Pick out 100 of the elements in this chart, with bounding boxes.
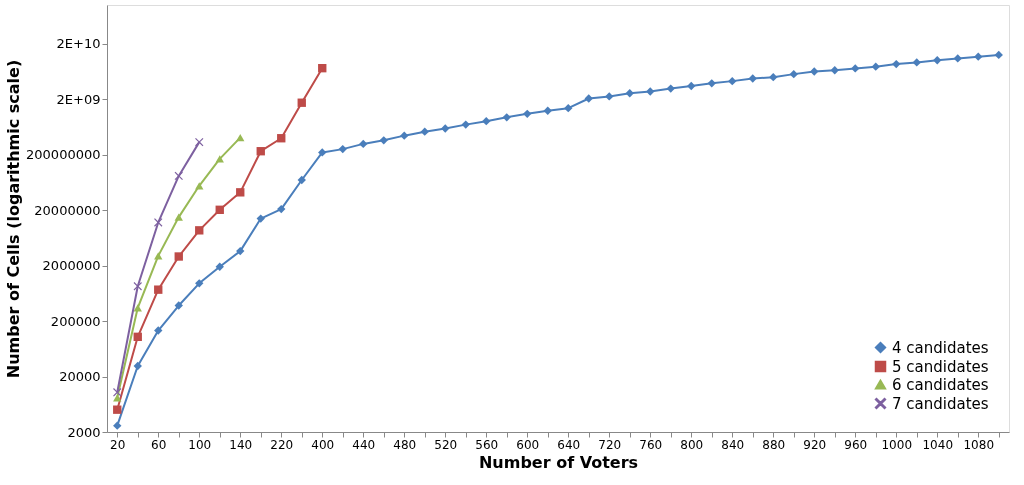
point [359, 139, 368, 149]
point [338, 144, 347, 154]
point [133, 332, 142, 342]
legend-label: 5 candidates [892, 357, 989, 376]
point [769, 72, 778, 82]
x-tick-label: 960 [844, 437, 868, 452]
x-tick-label: 1040 [922, 437, 954, 452]
point [379, 136, 388, 145]
point [113, 421, 122, 430]
y-tick-label: 2000000 [42, 258, 101, 274]
point [215, 262, 224, 271]
y-tick-label: 2E+10 [56, 36, 101, 52]
x-tick-label: 100 [188, 437, 212, 452]
point [215, 155, 224, 163]
point [174, 213, 183, 221]
point [154, 252, 163, 260]
x-tick-label: 840 [721, 437, 745, 452]
point [318, 148, 327, 157]
point [236, 188, 245, 197]
point [400, 131, 409, 140]
point [687, 81, 696, 91]
point [297, 175, 306, 185]
x-tick-label: 20 [110, 437, 126, 452]
point [974, 52, 983, 61]
legend-label: 4 candidates [892, 338, 989, 357]
point [133, 282, 142, 291]
x-tick-label: 60 [151, 437, 167, 452]
point [154, 285, 163, 294]
point [461, 120, 470, 129]
x-tick-label: 520 [434, 437, 458, 452]
x-tick-label: 600 [516, 437, 540, 452]
x-tick-label: 1080 [963, 437, 995, 452]
point [810, 67, 819, 76]
x-tick-label: 400 [311, 437, 335, 452]
point [912, 58, 921, 67]
point [420, 127, 429, 136]
point [195, 279, 204, 288]
point [174, 301, 183, 310]
point [154, 218, 163, 227]
point [441, 124, 450, 133]
point [195, 226, 204, 235]
point [236, 134, 245, 142]
y-tick-label: 2000 [67, 424, 101, 440]
y-tick-label: 20000000 [34, 202, 101, 218]
x-tick-label: 560 [475, 437, 499, 452]
point [748, 74, 757, 83]
x-tick-label: 140 [229, 437, 253, 452]
point [195, 182, 204, 190]
y-tick-label: 2E+09 [56, 91, 101, 107]
x-tick-label: 1000 [881, 437, 913, 452]
point [277, 204, 286, 214]
point [195, 137, 204, 147]
point [174, 171, 183, 181]
x-tick-label: 440 [352, 437, 376, 452]
point [502, 113, 511, 122]
x-tick-label: 720 [598, 437, 622, 452]
point [892, 59, 901, 69]
point [318, 63, 327, 73]
point [707, 79, 716, 88]
y-tick-label: 200000000 [26, 147, 101, 163]
point [646, 87, 655, 96]
point [933, 56, 942, 65]
x-tick-label: 920 [803, 437, 827, 452]
point [297, 98, 306, 107]
x-tick-label: 800 [680, 437, 704, 452]
point [953, 54, 962, 63]
point [113, 405, 122, 414]
point [482, 117, 491, 126]
point [133, 361, 142, 371]
point [605, 92, 614, 101]
point [154, 326, 163, 335]
y-tick-label: 200000 [50, 313, 101, 329]
point [113, 388, 122, 397]
point [728, 76, 737, 86]
y-tick-label: 20000 [59, 369, 101, 385]
point [871, 62, 880, 71]
point [830, 66, 839, 75]
point [523, 109, 532, 119]
point [994, 50, 1003, 60]
point [543, 106, 552, 115]
point [851, 64, 860, 73]
point [174, 252, 183, 261]
x-tick-label: 760 [639, 437, 663, 452]
point [625, 89, 634, 98]
point [789, 69, 798, 79]
point [236, 246, 245, 256]
y-axis-title: Number of Cells (logarithmic scale) [4, 59, 24, 379]
x-tick-label: 220 [270, 437, 294, 452]
point [113, 394, 122, 402]
legend-label: 7 candidates [892, 394, 989, 413]
point [215, 205, 224, 214]
point [666, 84, 675, 93]
point [584, 94, 593, 103]
x-axis-title: Number of Voters [478, 452, 639, 472]
point [133, 304, 142, 312]
point [256, 214, 265, 223]
point [277, 134, 286, 143]
x-tick-label: 480 [393, 437, 417, 452]
x-tick-label: 640 [557, 437, 581, 452]
x-tick-label: 880 [762, 437, 786, 452]
